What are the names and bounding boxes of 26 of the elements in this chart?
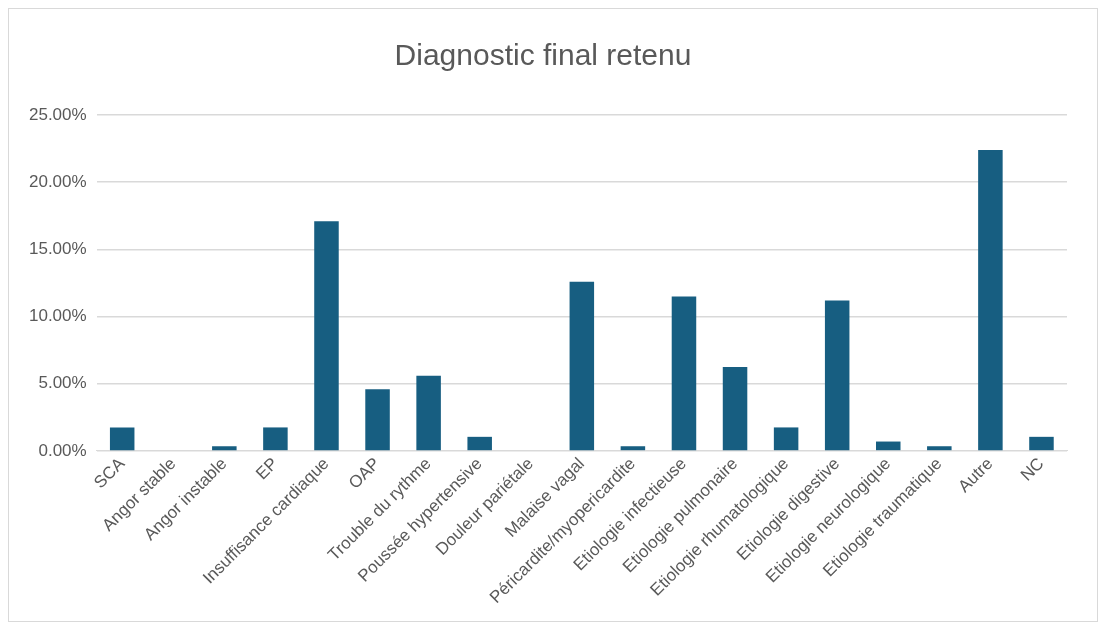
bar — [263, 427, 288, 451]
y-tick-label: 10.00% — [28, 306, 87, 326]
bar — [671, 296, 697, 451]
y-tick-label: 20.00% — [28, 171, 87, 191]
bar — [314, 221, 339, 451]
bar — [467, 436, 492, 451]
bar — [365, 389, 390, 451]
bar — [927, 446, 952, 451]
bar — [876, 441, 901, 451]
bar — [978, 149, 1003, 451]
y-tick-label: 5.00% — [38, 373, 87, 393]
bar — [722, 366, 748, 451]
y-tick-label: 15.00% — [28, 239, 87, 259]
bar — [824, 300, 850, 451]
x-tick-label: EP — [252, 453, 282, 484]
y-tick-label: 0.00% — [38, 440, 87, 460]
bar — [569, 281, 595, 451]
chart-title: Diagnostic final retenu — [394, 38, 692, 72]
x-tick-label: NC — [1016, 453, 1048, 485]
bar — [212, 446, 237, 451]
bar — [620, 446, 646, 451]
bar — [773, 427, 799, 451]
bar — [109, 427, 135, 451]
bar — [1029, 436, 1054, 451]
bar — [416, 375, 441, 451]
y-tick-label: 25.00% — [28, 104, 87, 124]
